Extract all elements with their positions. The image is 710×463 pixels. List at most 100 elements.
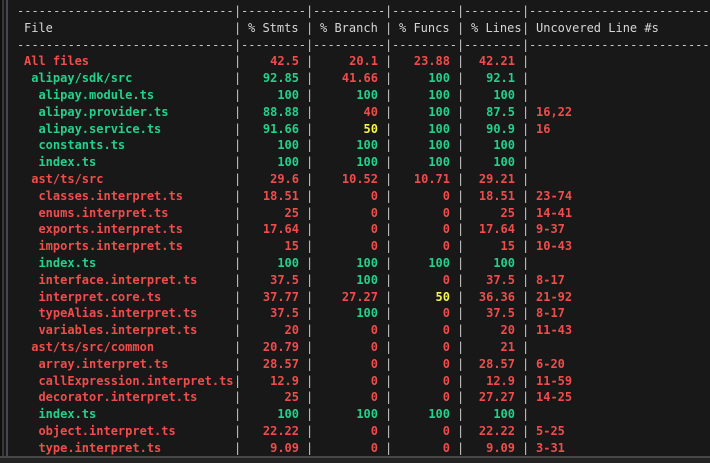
column-separator: | [457,104,464,119]
column-separator: | [306,239,313,254]
column-separator: | [385,407,392,422]
uncovered-cell [529,53,710,70]
uncovered-cell: 6-20 [536,356,565,371]
column-separator: | [457,205,464,220]
column-separator: | [306,222,313,237]
funcs-cell: 100 [428,407,450,422]
dash-segment: ---------- [313,37,385,52]
column-separator: | [522,205,529,220]
column-separator: | [522,37,529,52]
column-separator: | [522,423,529,438]
column-separator: | [385,323,392,338]
uncovered-cell: 11-59 [536,373,573,388]
column-separator: | [306,20,313,35]
coverage-row: callExpression.interpret.ts | 12.9 | 0 | 0 | 12.… [17,373,710,390]
stmts-cell: 37.77 [262,289,299,304]
column-separator: | [522,121,529,136]
column-separator: | [306,339,313,354]
uncovered-cell [529,137,710,154]
column-separator: | [457,323,464,338]
column-separator: | [234,37,241,52]
column-separator: | [522,104,529,119]
file-cell: index.ts [24,155,97,170]
file-cell: constants.ts [24,138,126,153]
column-separator: | [457,272,464,287]
stmts-cell: 25 [284,390,299,405]
column-separator: | [234,54,241,69]
funcs-cell: 0 [442,239,450,254]
column-header-lines: % Lines [471,20,522,35]
lines-cell: 42.21 [478,54,515,69]
coverage-row: array.interpret.ts | 28.57 | 0 | 0 | 28.57 | 6-20 [17,356,710,373]
column-separator: | [234,407,241,422]
lines-cell: 90.9 [486,121,515,136]
file-cell: exports.interpret.ts [24,222,183,237]
coverage-row: classes.interpret.ts | 18.51 | 0 | 0 | 18.51 | 23-… [17,188,710,205]
column-separator: | [234,205,241,220]
column-separator: | [306,155,313,170]
column-separator: | [457,188,464,203]
branch-cell: 0 [370,323,378,338]
coverage-row: type.interpret.ts | 9.09 | 0 | 0 | 9.09 | 3-31 [17,440,710,457]
file-cell: type.interpret.ts [24,440,162,455]
stmts-cell: 18.51 [262,188,299,203]
stmts-cell: 20 [284,323,299,338]
coverage-row: ast/ts/src/common | 20.79 | 0 | 0 | 21 | [17,339,710,356]
branch-cell: 0 [370,239,378,254]
column-separator: | [457,155,464,170]
funcs-cell: 0 [442,390,450,405]
funcs-cell: 0 [442,188,450,203]
column-separator: | [457,255,464,270]
column-separator: | [522,440,529,455]
column-separator: | [385,121,392,136]
branch-cell: 100 [356,306,378,321]
column-separator: | [385,4,392,18]
branch-cell: 100 [356,255,378,270]
column-separator: | [306,104,313,119]
lines-cell: 12.9 [486,373,515,388]
column-separator: | [522,390,529,405]
uncovered-cell [529,406,710,423]
branch-cell: 100 [356,87,378,102]
stmts-cell: 25 [284,205,299,220]
funcs-cell: 0 [442,222,450,237]
funcs-cell: 0 [442,440,450,455]
terminal-left-border-line [6,0,8,456]
column-separator: | [522,339,529,354]
column-separator: | [457,239,464,254]
file-cell: decorator.interpret.ts [24,390,198,405]
branch-cell: 0 [370,222,378,237]
uncovered-cell [529,70,710,87]
column-separator: | [306,423,313,438]
file-cell: object.interpret.ts [24,423,176,438]
branch-cell: 0 [370,356,378,371]
column-separator: | [234,373,241,388]
stmts-cell: 92.85 [262,71,299,86]
lines-cell: 37.5 [486,306,515,321]
column-separator: | [234,87,241,102]
column-separator: | [306,390,313,405]
column-separator: | [385,87,392,102]
branch-cell: 0 [370,390,378,405]
stmts-cell: 100 [277,255,299,270]
coverage-row: alipay/sdk/src | 92.85 | 41.66 | 100 | 92.1 | [17,70,710,87]
column-separator: | [522,4,529,18]
column-separator: | [306,87,313,102]
stmts-cell: 22.22 [262,423,299,438]
uncovered-cell: 8-17 [536,306,565,321]
column-separator: | [522,407,529,422]
column-separator: | [234,239,241,254]
funcs-cell: 0 [442,205,450,220]
column-separator: | [306,71,313,86]
table-header-row: File |% Stmts |% Branch |% Funcs |% Lines | Un… [17,20,710,37]
column-separator: | [385,222,392,237]
column-separator: | [234,138,241,153]
column-separator: | [385,239,392,254]
funcs-cell: 0 [442,339,450,354]
column-separator: | [457,407,464,422]
column-separator: | [385,423,392,438]
uncovered-cell [529,171,710,188]
coverage-row: exports.interpret.ts | 17.64 | 0 | 0 | 17.64 | 9-3… [17,221,710,238]
stmts-cell: 17.64 [262,222,299,237]
